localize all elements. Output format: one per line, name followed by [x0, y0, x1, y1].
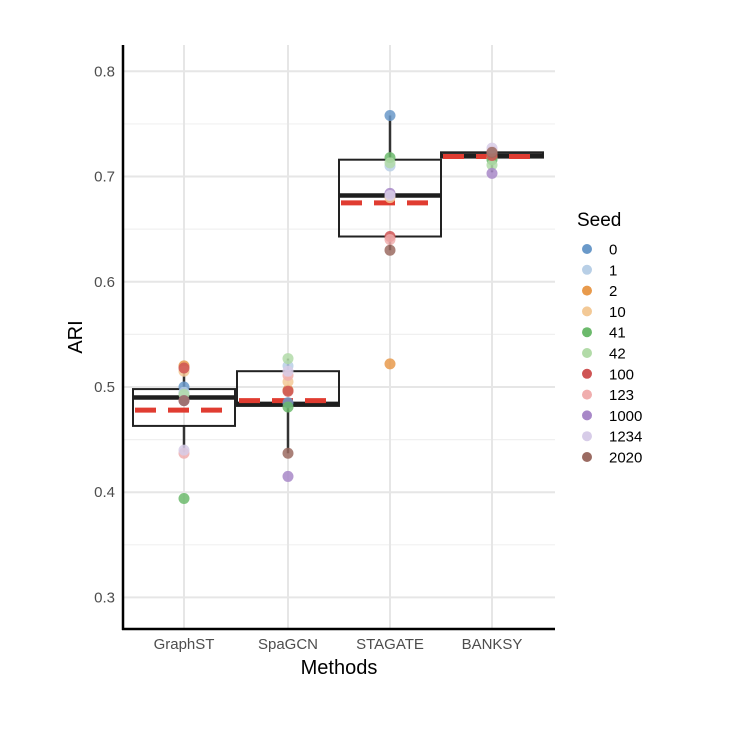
point-seed-1000 — [486, 167, 498, 179]
legend-item-42: 42 — [582, 346, 626, 363]
point-seed-42 — [282, 353, 294, 365]
legend-swatch — [582, 368, 592, 379]
point-seed-100 — [178, 362, 190, 374]
legend: Seed 0 1 2 10 41 42 100 123 1000 1234 2020 — [577, 210, 642, 467]
y-tick-label: 0.6 — [94, 274, 115, 291]
legend-swatch — [582, 389, 592, 400]
legend-item-41: 41 — [582, 325, 626, 342]
point-seed-1234 — [384, 189, 396, 201]
point-seed-41 — [282, 401, 294, 413]
point-seed-1234 — [282, 365, 294, 377]
y-tick-label: 0.8 — [94, 63, 115, 80]
point-seed-2020 — [384, 244, 396, 256]
point-seed-42 — [486, 159, 498, 171]
x-tick-label: GraphST — [154, 636, 215, 653]
point-seed-2020 — [486, 146, 498, 158]
legend-item-10: 10 — [582, 304, 626, 321]
legend-label: 2020 — [609, 450, 642, 467]
point-seed-41 — [178, 493, 190, 505]
legend-title: Seed — [577, 210, 621, 231]
x-axis-title: Methods — [301, 657, 378, 679]
legend-item-123: 123 — [582, 387, 634, 404]
point-seed-2020 — [282, 447, 294, 459]
legend-item-2: 2 — [582, 283, 617, 300]
legend-swatch — [582, 285, 592, 296]
legend-label: 123 — [609, 387, 634, 404]
point-seed-1000 — [282, 470, 294, 482]
point-seed-0 — [384, 110, 396, 122]
point-seed-123 — [384, 234, 396, 246]
legend-swatch — [582, 431, 592, 442]
point-seed-42 — [384, 157, 396, 169]
legend-swatch — [582, 348, 592, 358]
legend-label: 1000 — [609, 408, 642, 425]
legend-item-100: 100 — [582, 366, 634, 383]
legend-item-1000: 1000 — [582, 408, 642, 425]
point-seed-2020 — [178, 395, 190, 407]
legend-label: 10 — [609, 304, 626, 321]
seed-points — [178, 110, 498, 505]
y-tick-label: 0.4 — [94, 484, 115, 501]
y-tick-label: 0.7 — [94, 169, 115, 186]
point-seed-2 — [384, 358, 396, 370]
legend-swatch — [582, 306, 592, 317]
y-tick-label: 0.3 — [94, 589, 115, 606]
y-tick-label: 0.5 — [94, 379, 115, 396]
legend-label: 1 — [609, 262, 617, 279]
legend-item-1: 1 — [582, 262, 617, 279]
axes: 0.3 0.4 0.5 0.6 0.7 0.8 GraphST SpaGCN STAGATE BA… — [94, 45, 555, 653]
point-seed-100 — [282, 385, 294, 397]
x-tick-label: BANKSY — [462, 636, 523, 653]
legend-swatch — [582, 452, 592, 462]
x-tick-label: SpaGCN — [258, 636, 318, 653]
legend-item-2020: 2020 — [582, 450, 642, 467]
legend-label: 0 — [609, 242, 617, 259]
legend-swatch — [582, 410, 592, 421]
legend-swatch — [582, 264, 592, 275]
legend-label: 2 — [609, 283, 617, 300]
legend-label: 42 — [609, 346, 626, 363]
legend-swatch — [582, 327, 592, 338]
legend-label: 41 — [609, 325, 626, 342]
y-axis-title: ARI — [65, 320, 87, 353]
legend-label: 100 — [609, 366, 634, 383]
legend-items: 0 1 2 10 41 42 100 123 1000 1234 2020 — [582, 242, 642, 467]
legend-label: 1234 — [609, 429, 642, 446]
x-tick-label: STAGATE — [356, 636, 424, 653]
legend-item-0: 0 — [582, 242, 617, 259]
legend-item-1234: 1234 — [582, 429, 642, 446]
point-seed-1234 — [178, 444, 190, 456]
legend-swatch — [582, 244, 592, 254]
